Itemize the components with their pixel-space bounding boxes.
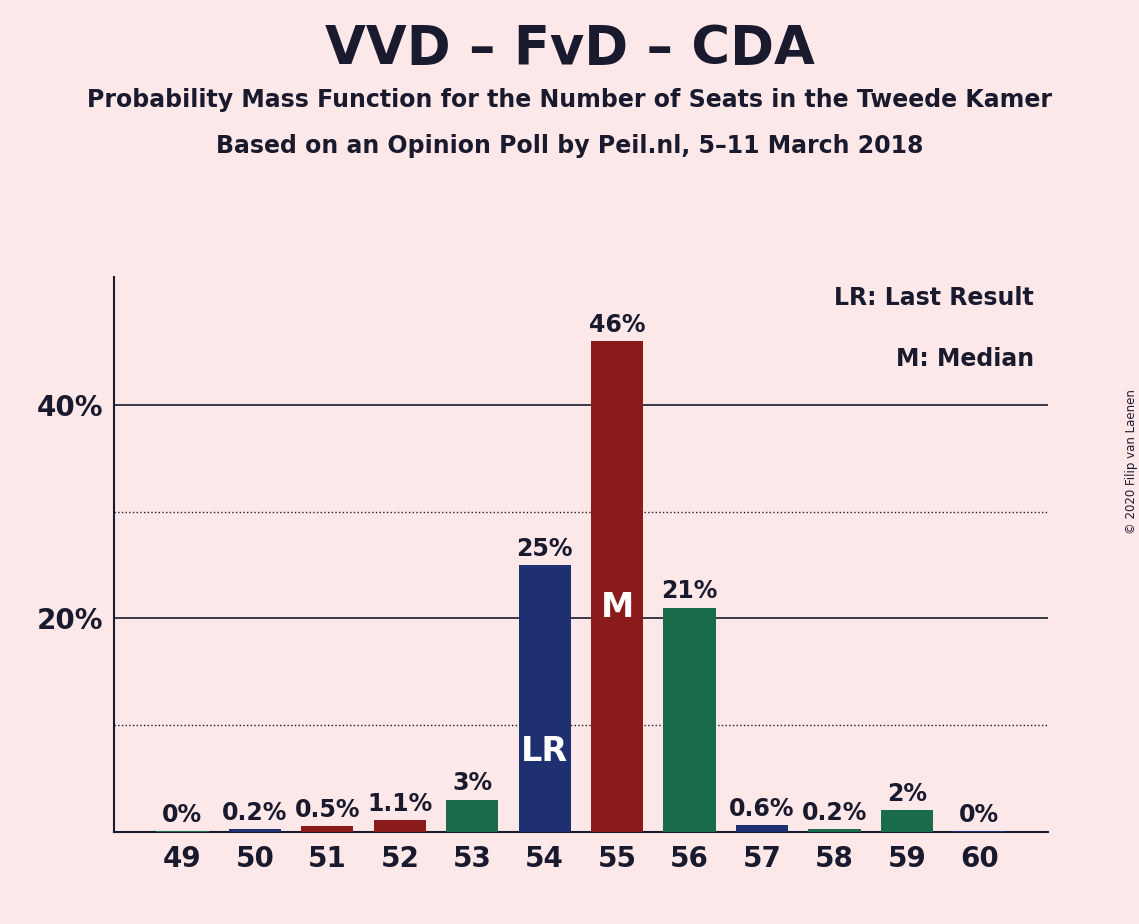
Text: © 2020 Filip van Laenen: © 2020 Filip van Laenen [1124, 390, 1138, 534]
Text: LR: Last Result: LR: Last Result [834, 286, 1034, 310]
Text: 25%: 25% [516, 537, 573, 561]
Text: M: M [600, 591, 633, 625]
Bar [518, 565, 571, 832]
Text: 0%: 0% [163, 803, 203, 827]
Bar [591, 341, 644, 832]
Text: 0.2%: 0.2% [802, 801, 867, 825]
Text: 2%: 2% [887, 782, 927, 806]
Text: 46%: 46% [589, 313, 646, 337]
Bar [446, 799, 498, 832]
Text: Based on an Opinion Poll by Peil.nl, 5–11 March 2018: Based on an Opinion Poll by Peil.nl, 5–1… [215, 134, 924, 158]
Text: VVD – FvD – CDA: VVD – FvD – CDA [325, 23, 814, 75]
Bar [664, 608, 715, 832]
Bar [229, 830, 281, 832]
Text: 0.5%: 0.5% [295, 798, 360, 822]
Text: 3%: 3% [452, 772, 492, 796]
Text: LR: LR [522, 736, 568, 768]
Bar [880, 810, 933, 832]
Text: M: Median: M: Median [895, 346, 1034, 371]
Bar [374, 820, 426, 832]
Bar [809, 830, 861, 832]
Text: 1.1%: 1.1% [367, 792, 433, 816]
Text: 0.6%: 0.6% [729, 796, 795, 821]
Text: 21%: 21% [662, 579, 718, 603]
Bar [736, 825, 788, 832]
Text: 0%: 0% [959, 803, 999, 827]
Text: Probability Mass Function for the Number of Seats in the Tweede Kamer: Probability Mass Function for the Number… [87, 88, 1052, 112]
Bar [301, 826, 353, 832]
Text: 0.2%: 0.2% [222, 801, 287, 825]
